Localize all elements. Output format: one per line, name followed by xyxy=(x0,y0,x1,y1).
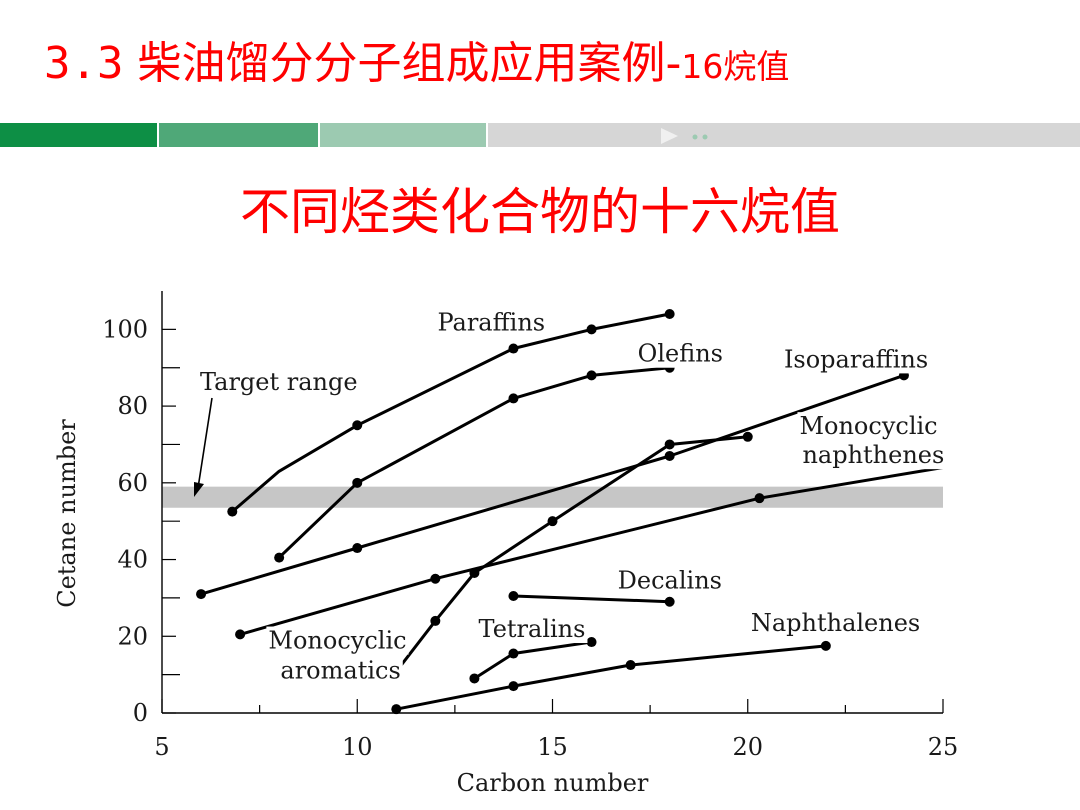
y-tick-label: 40 xyxy=(117,546,148,574)
olefins-label: Olefins xyxy=(638,340,723,368)
monocyclic-aromatics-label-bg xyxy=(278,656,403,685)
paraffins-label: Paraffins xyxy=(437,309,545,337)
decalins-point xyxy=(664,596,675,607)
isoparaffins-label: Isoparaffins xyxy=(784,345,928,373)
tetralins-line xyxy=(473,640,592,680)
header-bar-dark-green xyxy=(0,123,157,147)
paraffins-point xyxy=(664,309,675,320)
naphthalenes-line xyxy=(396,644,827,711)
subtitle: 不同烃类化合物的十六烷值 xyxy=(240,183,840,241)
olefins-point xyxy=(586,370,597,381)
olefins-point xyxy=(274,552,285,563)
monocyclic-aromatics-point xyxy=(664,439,675,450)
paraffins-point xyxy=(352,420,363,431)
tetralins-label: Tetralins xyxy=(479,615,586,643)
monocyclic-naphthenes-label: naphthenes xyxy=(802,441,944,469)
monocyclic-aromatics-point xyxy=(430,615,441,626)
naphthalenes-label-bg xyxy=(748,608,923,637)
naphthalenes-point xyxy=(508,681,519,692)
paraffins-point xyxy=(586,324,597,335)
monocyclic-naphthenes-point xyxy=(754,493,765,504)
monocyclic-aromatics-point xyxy=(742,431,753,442)
monocyclic-naphthenes-point xyxy=(430,573,441,584)
paraffins-point xyxy=(227,506,238,517)
title-number: 3.3 xyxy=(44,38,124,89)
x-tick-label: 5 xyxy=(154,733,169,761)
x-axis-title: Carbon number xyxy=(457,769,649,797)
olefins-point xyxy=(352,477,363,488)
naphthalenes-point xyxy=(820,640,831,651)
decalins-point xyxy=(508,590,519,601)
x-tick-label: 20 xyxy=(732,733,763,761)
monocyclic-naphthenes-label: Monocyclic xyxy=(799,412,937,440)
monocyclic-naphthenes-label-bg xyxy=(800,441,947,470)
monocyclic-aromatics-label-bg xyxy=(266,626,409,655)
y-tick-label: 80 xyxy=(117,392,148,420)
monocyclic-naphthenes-point xyxy=(235,629,246,640)
naphthalenes-point xyxy=(625,660,636,671)
header-bar-mid-green xyxy=(159,123,318,147)
naphthalenes-point xyxy=(391,704,402,715)
y-axis-title: Cetane number xyxy=(53,419,81,608)
paraffins-point xyxy=(508,343,519,354)
monocyclic-naphthenes-label-bg xyxy=(797,412,940,441)
isoparaffins-point xyxy=(352,543,363,554)
header-bar-gray xyxy=(488,123,1080,147)
isoparaffins-label-bg xyxy=(781,345,931,374)
monocyclic-aromatics-line xyxy=(391,435,748,678)
monocyclic-aromatics-label: Monocyclic xyxy=(268,627,406,655)
tetralins-label-bg xyxy=(476,615,588,644)
y-tick-label: 60 xyxy=(117,469,148,497)
monocyclic-naphthenes-line xyxy=(239,466,944,636)
isoparaffins-line xyxy=(200,373,905,596)
slide-title: 3.3 柴油馏分分子组成应用案例-16烷值 xyxy=(44,28,789,103)
title-main: 柴油馏分分子组成应用案例- xyxy=(137,38,682,89)
target-range-arrow-line xyxy=(197,397,213,489)
x-tick-label: 15 xyxy=(537,733,568,761)
decalins-line xyxy=(513,594,670,604)
isoparaffins-point xyxy=(196,589,207,600)
monocyclic-aromatics-label: aromatics xyxy=(280,657,400,685)
x-tick-label: 10 xyxy=(342,733,373,761)
paraffins-label-bg xyxy=(435,308,548,337)
nav-arrow-icon xyxy=(661,128,708,144)
target-range-label: Target range xyxy=(200,368,358,396)
monocyclic-aromatics-point xyxy=(547,516,558,527)
target-range-arrowhead xyxy=(194,482,204,497)
olefins-label-bg xyxy=(635,339,725,368)
olefins-point xyxy=(508,393,519,404)
tetralins-point xyxy=(469,673,480,684)
tetralins-point xyxy=(508,648,519,659)
header-bar-light-green xyxy=(320,123,486,147)
decalins-label-bg xyxy=(615,566,724,595)
decalins-label: Decalins xyxy=(618,567,722,595)
x-tick-label: 25 xyxy=(928,733,959,761)
y-tick-label: 0 xyxy=(133,699,148,727)
y-tick-label: 20 xyxy=(117,622,148,650)
olefins-line xyxy=(278,366,670,559)
isoparaffins-point xyxy=(664,450,675,461)
monocyclic-aromatics-point xyxy=(469,567,480,578)
y-tick-label: 100 xyxy=(102,315,148,343)
paraffins-line xyxy=(231,312,670,513)
title-suffix: 16烷值 xyxy=(681,47,790,86)
tetralins-point xyxy=(586,637,597,648)
naphthalenes-label: Naphthalenes xyxy=(751,609,920,637)
